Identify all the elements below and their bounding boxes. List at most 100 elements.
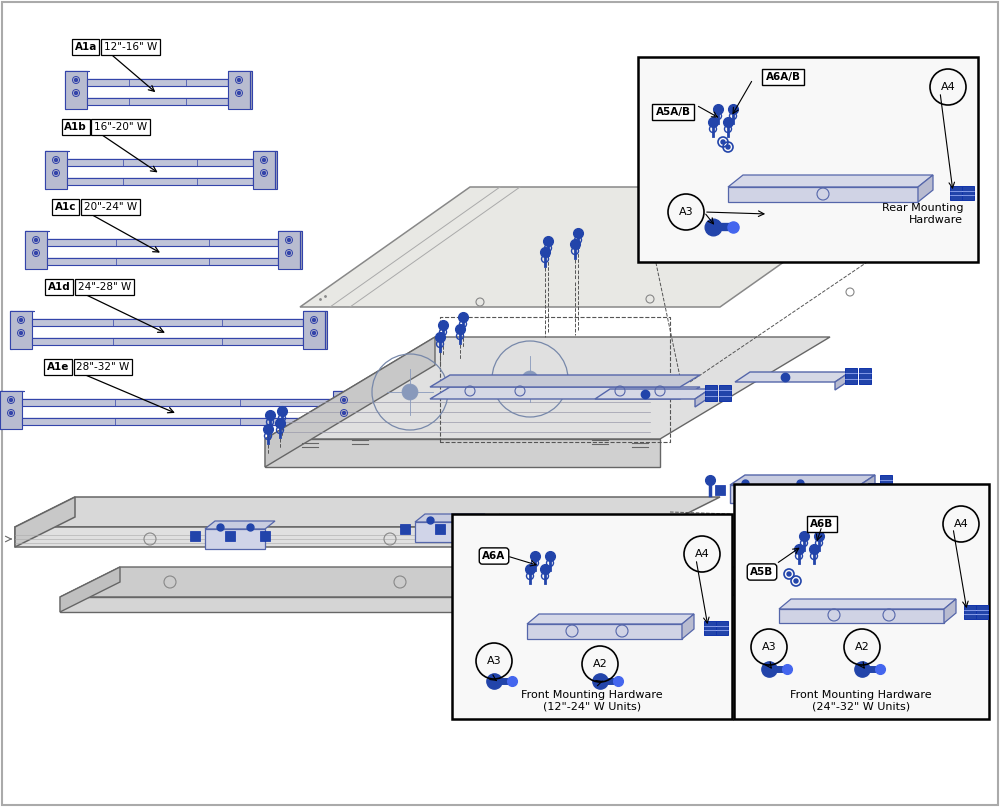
Text: A3: A3 [679, 207, 693, 217]
Polygon shape [15, 497, 720, 527]
FancyBboxPatch shape [719, 385, 731, 401]
Text: 16"-20" W: 16"-20" W [94, 122, 147, 132]
Polygon shape [0, 391, 2, 429]
Text: A3: A3 [762, 642, 776, 652]
Polygon shape [779, 609, 944, 623]
Polygon shape [303, 338, 305, 345]
Text: 20"-24" W: 20"-24" W [84, 202, 137, 212]
Polygon shape [333, 399, 335, 406]
Polygon shape [278, 231, 300, 269]
FancyBboxPatch shape [400, 524, 410, 534]
Polygon shape [87, 98, 228, 105]
Circle shape [20, 319, 22, 321]
Text: A6A/B: A6A/B [766, 72, 800, 82]
Polygon shape [47, 258, 278, 265]
Circle shape [238, 91, 240, 94]
FancyBboxPatch shape [785, 485, 795, 495]
Polygon shape [527, 614, 694, 624]
Text: A1a: A1a [75, 42, 97, 52]
Polygon shape [303, 311, 325, 349]
Polygon shape [303, 319, 305, 326]
Text: A6B: A6B [810, 519, 834, 529]
Polygon shape [779, 599, 956, 609]
Circle shape [288, 239, 290, 241]
FancyBboxPatch shape [845, 368, 857, 384]
FancyBboxPatch shape [976, 605, 988, 619]
Text: A1c: A1c [55, 202, 76, 212]
Polygon shape [682, 614, 694, 639]
Text: A4: A4 [695, 549, 709, 559]
Polygon shape [835, 372, 850, 390]
Text: A4: A4 [954, 519, 968, 529]
FancyBboxPatch shape [964, 605, 976, 619]
Polygon shape [695, 389, 710, 407]
Polygon shape [22, 418, 333, 425]
Polygon shape [595, 389, 710, 399]
Polygon shape [205, 521, 275, 529]
Polygon shape [700, 567, 760, 612]
Polygon shape [278, 258, 280, 265]
Polygon shape [205, 529, 265, 549]
Text: A4: A4 [941, 82, 955, 92]
Circle shape [34, 239, 38, 241]
Polygon shape [430, 375, 700, 387]
Polygon shape [32, 319, 303, 326]
FancyBboxPatch shape [260, 531, 270, 541]
Polygon shape [300, 187, 890, 307]
FancyBboxPatch shape [716, 621, 728, 635]
Polygon shape [25, 231, 47, 269]
Polygon shape [265, 337, 830, 439]
Polygon shape [65, 71, 87, 109]
FancyBboxPatch shape [452, 514, 732, 719]
Circle shape [262, 158, 266, 161]
Polygon shape [67, 178, 253, 185]
Polygon shape [228, 71, 250, 109]
Polygon shape [918, 175, 933, 202]
Polygon shape [47, 239, 278, 246]
Text: A2: A2 [855, 642, 869, 652]
Text: 12"-16" W: 12"-16" W [104, 42, 157, 52]
FancyBboxPatch shape [715, 485, 725, 495]
Polygon shape [25, 231, 27, 269]
Polygon shape [253, 178, 255, 185]
Polygon shape [265, 337, 435, 467]
Circle shape [794, 579, 798, 583]
Polygon shape [60, 597, 700, 612]
Polygon shape [67, 159, 253, 166]
Circle shape [74, 91, 78, 94]
Circle shape [312, 319, 316, 321]
Text: Front Mounting Hardware
(12"-24" W Units): Front Mounting Hardware (12"-24" W Units… [521, 690, 663, 712]
Polygon shape [228, 98, 230, 105]
Polygon shape [944, 599, 956, 623]
Polygon shape [275, 151, 277, 189]
FancyBboxPatch shape [962, 186, 974, 200]
Polygon shape [45, 151, 47, 189]
FancyBboxPatch shape [950, 186, 962, 200]
Polygon shape [60, 567, 760, 597]
Polygon shape [65, 71, 67, 109]
FancyBboxPatch shape [704, 621, 716, 635]
Polygon shape [355, 391, 357, 429]
Circle shape [726, 145, 730, 149]
Circle shape [238, 78, 240, 82]
FancyBboxPatch shape [734, 484, 989, 719]
Polygon shape [415, 522, 475, 542]
Circle shape [54, 172, 58, 174]
Polygon shape [527, 624, 682, 639]
Circle shape [288, 252, 290, 254]
Polygon shape [730, 485, 860, 503]
Circle shape [522, 371, 538, 387]
Polygon shape [728, 187, 918, 202]
Polygon shape [250, 71, 252, 109]
Polygon shape [253, 159, 255, 166]
Circle shape [34, 252, 38, 254]
Polygon shape [87, 79, 228, 86]
FancyBboxPatch shape [435, 524, 445, 534]
FancyBboxPatch shape [190, 531, 200, 541]
Polygon shape [22, 399, 333, 406]
FancyBboxPatch shape [705, 385, 717, 401]
Polygon shape [735, 372, 850, 382]
Circle shape [402, 384, 418, 400]
Circle shape [787, 572, 791, 576]
FancyBboxPatch shape [868, 483, 880, 497]
